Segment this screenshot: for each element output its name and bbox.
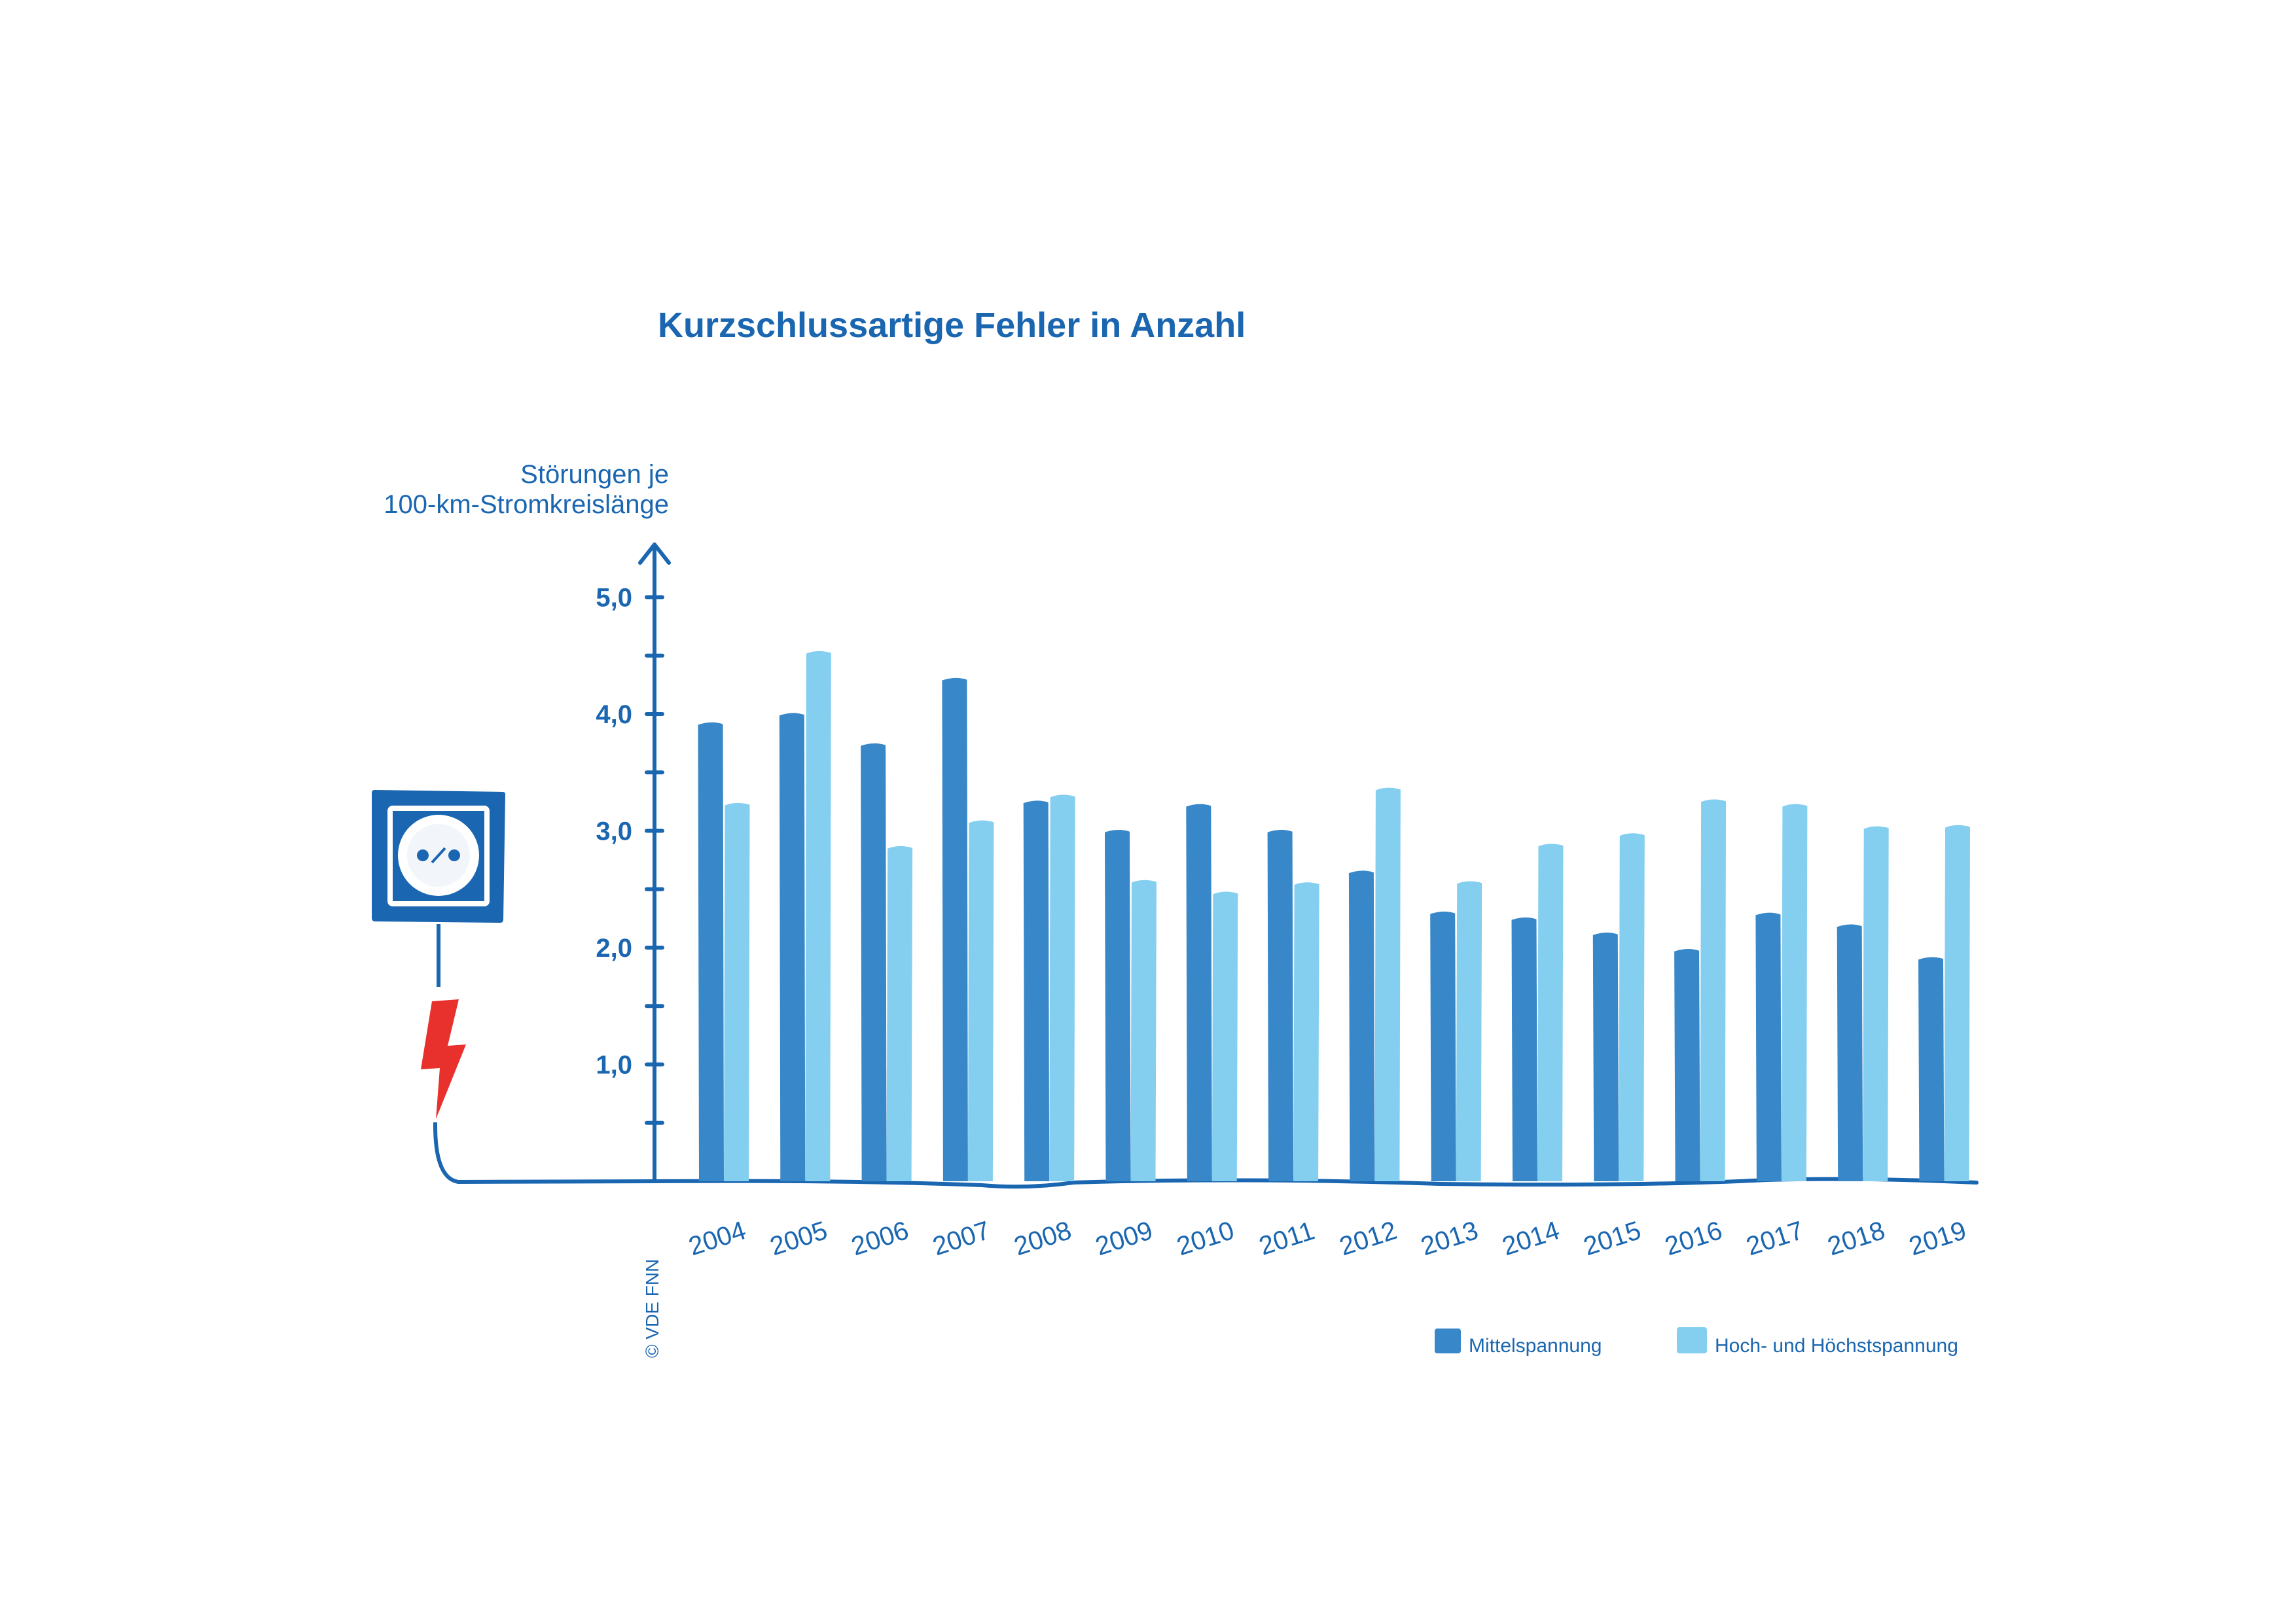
y-tick-label: 4,0: [596, 700, 632, 729]
legend-swatch-mittelspannung: [1435, 1329, 1461, 1353]
bar-mittelspannung: [1023, 800, 1050, 1181]
chart-title: Kurzschlussartige Fehler in Anzahl: [658, 306, 1246, 345]
x-ticks: 2004 2005 2006 2007 2008 2009 2010 2011 2012 2013…: [685, 1216, 1970, 1261]
x-tick-label: 2007: [929, 1216, 994, 1261]
bar-hoch-hoechstspannung: [1863, 826, 1889, 1181]
bar-hoch-hoechstspannung: [1211, 891, 1238, 1181]
lightning-bolt-icon: [421, 999, 466, 1119]
bar-hoch-hoechstspannung: [1619, 833, 1645, 1181]
y-axis-arrow: [638, 543, 671, 565]
x-tick-label: 2004: [685, 1216, 749, 1261]
bar-mittelspannung: [698, 722, 724, 1181]
bar-hoch-hoechstspannung: [1537, 844, 1564, 1181]
x-tick-label: 2012: [1336, 1216, 1400, 1261]
x-tick-label: 2009: [1092, 1216, 1156, 1261]
bars: [698, 651, 1970, 1181]
bar-mittelspannung: [1755, 912, 1782, 1181]
legend: Mittelspannung Hoch- und Höchstspannung: [1435, 1327, 1958, 1357]
x-tick-label: 2006: [848, 1216, 912, 1261]
bar-mittelspannung: [779, 713, 806, 1181]
x-tick-label: 2011: [1255, 1216, 1318, 1260]
bar-hoch-hoechstspannung: [805, 651, 831, 1181]
copyright-note: © VDE FNN: [642, 1259, 662, 1358]
legend-label-hoch-hoechstspannung: Hoch- und Höchstspannung: [1715, 1335, 1958, 1357]
x-tick-label: 2019: [1905, 1216, 1969, 1261]
bar-hoch-hoechstspannung: [1374, 787, 1401, 1181]
bar-hoch-hoechstspannung: [967, 820, 994, 1181]
bar-hoch-hoechstspannung: [1781, 804, 1808, 1181]
x-tick-label: 2015: [1580, 1216, 1644, 1261]
bar-mittelspannung: [1267, 829, 1294, 1181]
bar-mittelspannung: [1348, 870, 1375, 1181]
bar-hoch-hoechstspannung: [1944, 825, 1970, 1181]
y-tick-label: 2,0: [596, 934, 632, 963]
y-ticks: 1,0 2,0 3,0 4,0 5,0: [596, 584, 664, 1125]
bar-hoch-hoechstspannung: [1700, 799, 1727, 1181]
y-tick-label: 1,0: [596, 1051, 632, 1080]
bar-hoch-hoechstspannung: [724, 802, 750, 1181]
x-tick-label: 2010: [1174, 1216, 1238, 1261]
bar-hoch-hoechstspannung: [1049, 794, 1075, 1181]
bar-mittelspannung: [1430, 911, 1456, 1181]
bar-mittelspannung: [1592, 933, 1619, 1181]
x-tick-label: 2017: [1743, 1216, 1807, 1261]
x-tick-label: 2005: [766, 1216, 831, 1261]
x-tick-label: 2008: [1011, 1216, 1075, 1261]
y-axis-label-line2: 100-km-Stromkreislänge: [384, 490, 669, 519]
y-tick-label: 5,0: [596, 584, 632, 613]
bar-hoch-hoechstspannung: [886, 846, 913, 1181]
x-tick-label: 2018: [1824, 1216, 1888, 1261]
y-tick-label: 3,0: [596, 817, 632, 846]
bar-mittelspannung: [1186, 804, 1212, 1181]
legend-label-mittelspannung: Mittelspannung: [1469, 1335, 1602, 1357]
bar-mittelspannung: [1105, 829, 1131, 1181]
bar-mittelspannung: [1511, 917, 1537, 1181]
x-tick-label: 2016: [1661, 1216, 1725, 1261]
bar-mittelspannung: [1837, 924, 1863, 1181]
bar-mittelspannung: [942, 677, 968, 1181]
bar-mittelspannung: [1918, 957, 1945, 1181]
bar-hoch-hoechstspannung: [1293, 882, 1319, 1181]
legend-swatch-hoch-hoechstspannung: [1677, 1327, 1707, 1353]
y-axis-label-line1: Störungen je: [520, 460, 669, 489]
bar-hoch-hoechstspannung: [1456, 881, 1482, 1181]
bar-hoch-hoechstspannung: [1130, 880, 1157, 1181]
bar-mittelspannung: [1674, 949, 1700, 1181]
cable-line-lower: [433, 1122, 656, 1185]
power-socket-icon: [372, 790, 505, 923]
bar-mittelspannung: [861, 743, 887, 1181]
x-tick-label: 2014: [1499, 1216, 1563, 1261]
x-tick-label: 2013: [1418, 1216, 1482, 1261]
